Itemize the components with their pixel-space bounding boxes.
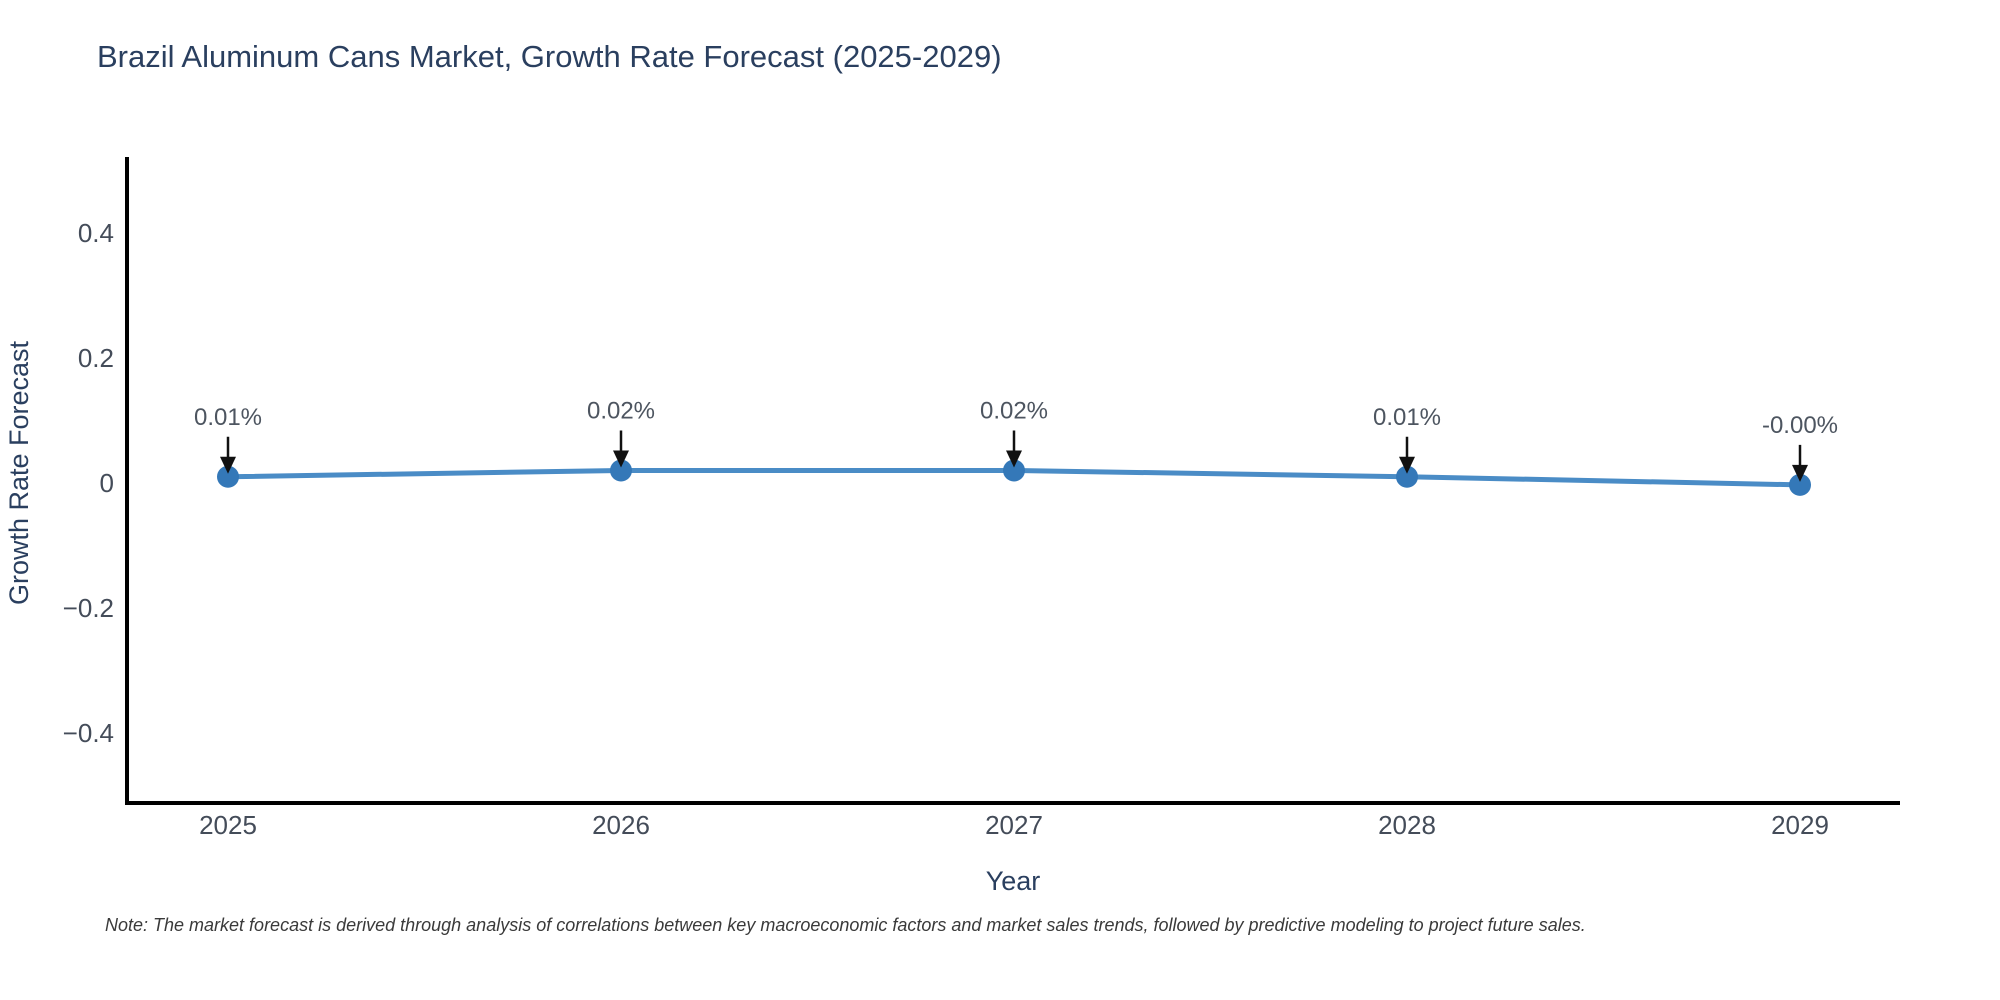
annotation-arrowhead-icon xyxy=(1399,456,1415,474)
y-tick-label: −0.4 xyxy=(63,718,114,748)
footnote: Note: The market forecast is derived thr… xyxy=(105,915,1586,935)
x-tick-label: 2028 xyxy=(1378,810,1436,840)
x-axis-title: Year xyxy=(986,866,1041,896)
point-annotation: 0.02% xyxy=(587,398,655,468)
point-annotation-label: -0.00% xyxy=(1762,412,1838,439)
x-tick-label: 2027 xyxy=(985,810,1043,840)
x-tick-label: 2029 xyxy=(1771,810,1829,840)
point-annotation: 0.02% xyxy=(980,398,1048,468)
data-point-marker[interactable] xyxy=(1396,465,1418,488)
point-annotation-label: 0.02% xyxy=(980,398,1048,425)
x-axis-tick-labels: 2025 2026 2027 2028 2029 xyxy=(199,810,1829,840)
y-tick-label: 0 xyxy=(100,468,114,498)
chart-title: Brazil Aluminum Cans Market, Growth Rate… xyxy=(97,39,1002,74)
x-tick-label: 2025 xyxy=(199,810,257,840)
x-tick-label: 2026 xyxy=(592,810,650,840)
y-tick-label: −0.2 xyxy=(63,593,114,623)
data-point-marker[interactable] xyxy=(217,465,239,488)
annotation-arrowhead-icon xyxy=(613,450,629,468)
annotation-arrowhead-icon xyxy=(1006,450,1022,468)
data-point-markers xyxy=(217,459,1811,496)
point-annotation: -0.00% xyxy=(1762,412,1838,482)
point-annotation-label: 0.01% xyxy=(194,404,262,431)
y-axis-title: Growth Rate Forecast xyxy=(4,340,34,605)
y-axis-tick-labels: 0.4 0.2 0 −0.2 −0.4 xyxy=(63,218,114,748)
point-annotation: 0.01% xyxy=(1373,404,1441,474)
data-point-marker[interactable] xyxy=(1789,473,1811,496)
data-point-marker[interactable] xyxy=(610,459,632,482)
annotation-arrowhead-icon xyxy=(1792,464,1808,482)
y-tick-label: 0.4 xyxy=(78,218,114,248)
data-point-marker[interactable] xyxy=(1003,459,1025,482)
point-annotations: 0.01% 0.02% 0.02% 0.01% -0.00% xyxy=(194,398,1838,482)
point-annotation-label: 0.01% xyxy=(1373,404,1441,431)
annotation-arrowhead-icon xyxy=(220,456,236,474)
point-annotation-label: 0.02% xyxy=(587,398,655,425)
point-annotation: 0.01% xyxy=(194,404,262,474)
y-tick-label: 0.2 xyxy=(78,343,114,373)
